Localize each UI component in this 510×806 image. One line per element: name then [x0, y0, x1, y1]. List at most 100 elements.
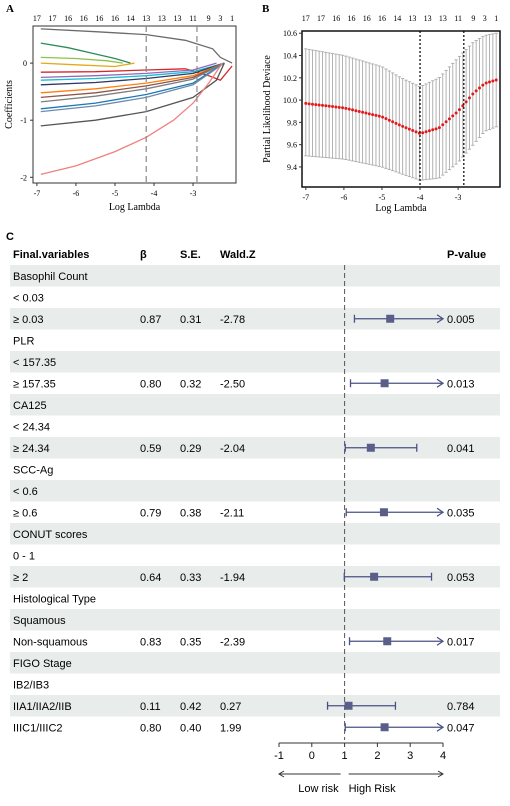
deviance-point — [377, 114, 381, 118]
row-shading — [10, 695, 500, 717]
variable-label: Non-squamous — [13, 636, 88, 648]
deviance-point — [354, 109, 358, 113]
deviance-point — [427, 129, 431, 133]
point-estimate — [380, 379, 389, 388]
se-value: 0.40 — [180, 722, 201, 734]
row-shading — [10, 394, 500, 416]
deviance-point — [331, 105, 335, 109]
p-value: 0.017 — [447, 636, 475, 648]
deviance-point — [494, 78, 498, 82]
deviance-point — [337, 105, 341, 109]
x-tick-label: -5 — [112, 189, 119, 198]
variable-label: < 0.03 — [13, 292, 44, 304]
se-value: 0.31 — [180, 314, 201, 326]
top-axis-label: 13 — [142, 14, 150, 23]
axis-tick-label: 4 — [440, 750, 446, 762]
deviance-point — [407, 127, 411, 131]
deviance-point — [324, 104, 328, 108]
y-tick-label: 0 — [23, 59, 27, 68]
low-risk-label: Low risk — [298, 783, 339, 795]
deviance-point — [364, 111, 368, 115]
variable-label: IIA1/IIA2/IIB — [13, 701, 72, 713]
top-axis-label: 11 — [454, 14, 462, 23]
top-axis-label: 13 — [173, 14, 181, 23]
deviance-point — [491, 79, 495, 83]
variable-label: Basophil Count — [13, 271, 88, 283]
deviance-point — [441, 123, 445, 127]
deviance-point — [454, 111, 458, 115]
variable-label: ≥ 24.34 — [13, 443, 50, 455]
variable-label: SCC-Ag — [13, 464, 53, 476]
row-shading — [10, 652, 500, 674]
top-axis-label: 16 — [332, 14, 340, 23]
deviance-point — [367, 112, 371, 116]
deviance-point — [404, 126, 408, 130]
deviance-point — [314, 103, 318, 107]
deviance-point — [471, 92, 475, 96]
se-value: 0.35 — [180, 636, 201, 648]
beta-value: 0.64 — [140, 572, 161, 584]
top-axis-label: 13 — [158, 14, 166, 23]
deviance-point — [351, 108, 355, 112]
deviance-point — [414, 130, 418, 134]
variable-label: Squamous — [13, 615, 66, 627]
beta-value: 0.83 — [140, 636, 161, 648]
variable-label: ≥ 2 — [13, 572, 28, 584]
coefficient-path-15 — [40, 62, 223, 176]
variable-label: FIGO Stage — [13, 658, 72, 670]
deviance-point — [347, 107, 351, 111]
column-header: Wald.Z — [220, 249, 256, 261]
top-axis-label: 16 — [64, 14, 72, 23]
coefficient-path-1 — [40, 28, 233, 64]
deviance-point — [464, 100, 468, 104]
beta-value: 0.59 — [140, 443, 161, 455]
deviance-point — [444, 120, 448, 124]
deviance-point — [381, 115, 385, 119]
wald-z-value: -2.78 — [220, 314, 245, 326]
coefficient-path-6 — [40, 62, 217, 79]
panel-c-forest-plot: C Final.variables β S.E. Wald.Z P-value Basoph… — [6, 231, 500, 795]
panel-label: A — [6, 3, 14, 15]
x-tick-label: -6 — [73, 189, 80, 198]
deviance-point — [457, 108, 461, 112]
point-estimate — [366, 443, 375, 452]
y-tick-label: -2 — [20, 173, 27, 182]
top-axis-label: 9 — [471, 14, 475, 23]
top-axis-label: 13 — [439, 14, 447, 23]
deviance-point — [461, 104, 465, 108]
row-shading — [10, 523, 500, 545]
deviance-point — [357, 109, 361, 113]
top-axis-label: 16 — [95, 14, 103, 23]
coefficient-path-3 — [40, 56, 123, 64]
point-estimate — [383, 637, 392, 646]
wald-z-value: -2.11 — [220, 507, 244, 519]
x-tick-label: -7 — [302, 193, 309, 202]
point-estimate — [386, 314, 395, 323]
p-value: 0.047 — [447, 722, 475, 734]
deviance-point — [474, 89, 478, 93]
y-axis-title: Coefficients — [4, 80, 15, 129]
point-estimate — [344, 701, 353, 710]
deviance-point — [334, 105, 338, 109]
deviance-point — [310, 102, 314, 106]
deviance-point — [401, 124, 405, 128]
deviance-point — [484, 81, 488, 85]
deviance-point — [394, 121, 398, 125]
axis-tick-label: 2 — [374, 750, 380, 762]
plot-frame — [32, 25, 237, 184]
ci-arrow — [436, 378, 445, 388]
coefficient-path-10 — [40, 62, 225, 99]
se-value: 0.32 — [180, 378, 201, 390]
axis-tick-label: 3 — [407, 750, 413, 762]
variable-label: ≥ 0.6 — [13, 507, 37, 519]
se-value: 0.33 — [180, 572, 201, 584]
beta-value: 0.80 — [140, 722, 161, 734]
p-value: 0.784 — [447, 701, 475, 713]
wald-z-value: 1.99 — [220, 722, 241, 734]
beta-value: 0.80 — [140, 378, 161, 390]
y-tick-label: -1 — [20, 116, 27, 125]
y-axis-title: Partial Likelihood Deviace — [262, 55, 273, 163]
x-tick-label: -6 — [341, 193, 348, 202]
x-tick-label: -4 — [417, 193, 424, 202]
deviance-point — [421, 131, 425, 135]
